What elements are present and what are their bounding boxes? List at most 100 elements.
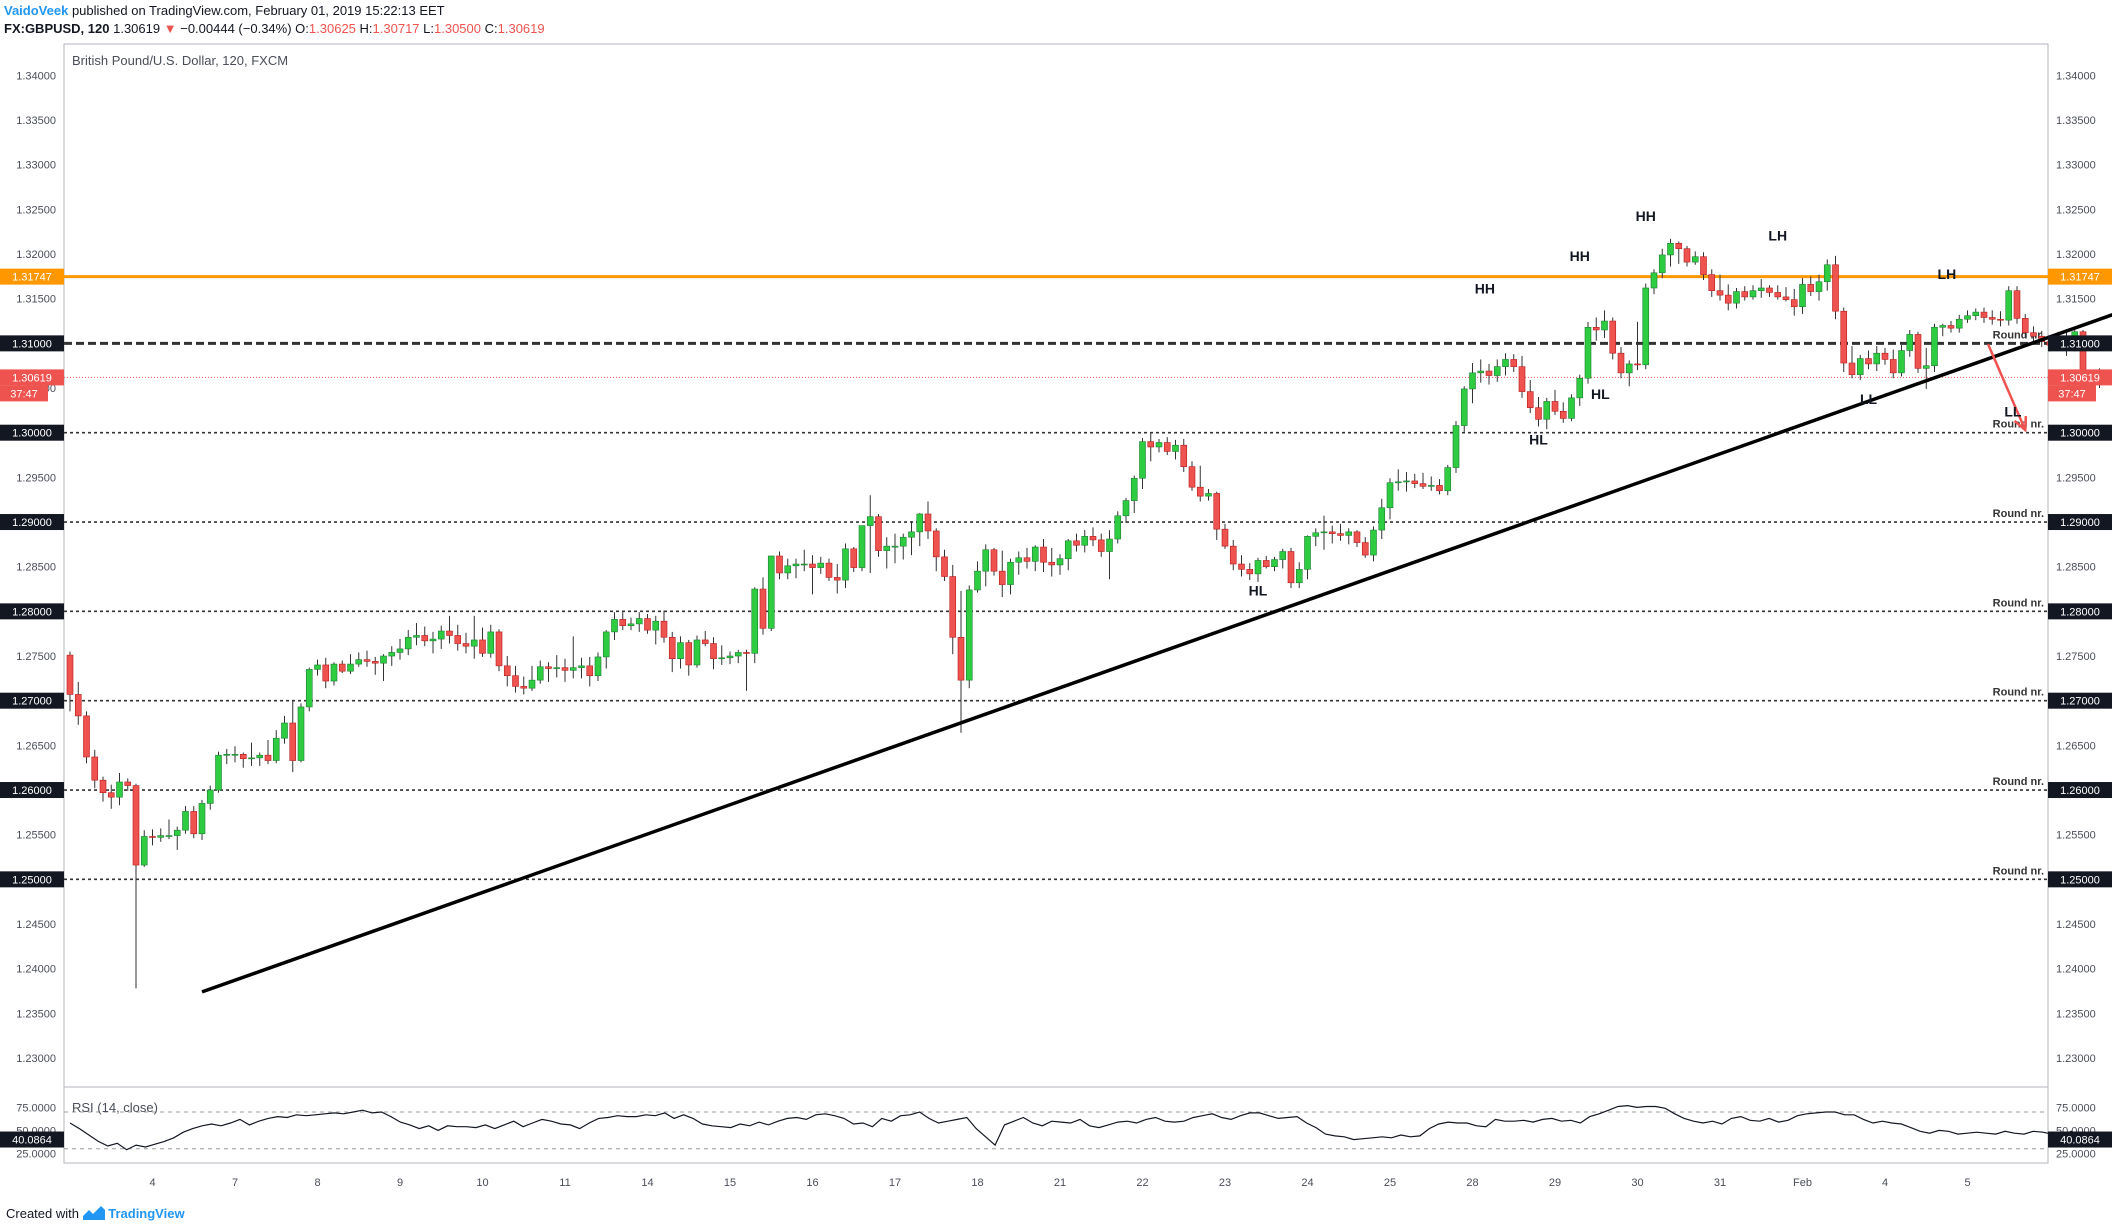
candle-body [685,642,693,666]
candle-body [751,588,759,654]
candle-body [289,722,297,761]
rsi-line [69,1104,2100,1151]
candle-body [825,562,833,578]
candle [1881,347,1889,365]
candle [363,650,371,667]
candle-body [1840,310,1848,364]
candle [1568,394,1575,422]
candle [891,533,899,564]
candle [965,585,973,689]
time-axis[interactable]: 4 7 8 9 10 11 14 15 16 17 18 21 22 23 24 25 28 29 30 31 Feb 4… [149,1177,1970,1189]
candle [842,543,849,589]
candle-body [800,563,808,566]
candle-body [1427,485,1435,487]
candle-body [718,657,726,660]
candle-body [1675,243,1683,249]
candle [512,665,519,693]
candle [297,703,305,763]
y-tick-left: 1.25500 [16,830,56,842]
candle [611,612,618,640]
candle [338,660,346,673]
candle [470,615,478,659]
x-tick: 10 [476,1177,488,1189]
candle [800,549,808,572]
candle [198,799,206,841]
author-link[interactable]: VaidoVeek [4,3,69,18]
candle-body [1460,388,1468,426]
price-tag-bg [2048,369,2112,386]
price-axis[interactable]: 1.34000 1.34000 1.33500 1.33500 1.33000 1.330… [0,70,2112,1065]
candle-body [1551,401,1559,412]
candle-body [1766,287,1773,293]
candle-body [421,635,429,642]
candle-body [1691,256,1699,263]
rsi-tag-text: 40.0864 [12,1135,52,1147]
candle-body [1023,557,1031,562]
candle-body [842,548,849,581]
publish-line: VaidoVeek published on TradingView.com, … [4,2,2104,20]
candle-body [1502,359,1509,367]
candle-body [157,835,165,838]
y-tick-left: 1.31500 [16,294,56,306]
candle [908,521,915,556]
swing-label: LH [1768,228,1787,244]
x-tick: 25 [1384,1177,1396,1189]
candle [429,631,437,654]
y-tick-left: 1.33000 [16,160,56,172]
candle [1477,359,1485,383]
y-tick-right: 1.27500 [2056,651,2096,663]
candle-body [1436,485,1443,492]
price-tag-left: 1.29000 [0,514,64,531]
open-value: 1.30625 [308,21,356,36]
candle [734,649,742,664]
candle-body [1081,536,1089,546]
candle-body [528,679,536,689]
candle [2013,286,2021,324]
candle [239,752,247,768]
candle-body [668,636,676,660]
candle-body [124,781,132,786]
candle [1097,533,1105,557]
candle-body [701,639,709,644]
candle [1667,238,1674,267]
price-tag-right: 1.29000 [2048,514,2112,531]
y-tick-right: 1.23500 [2056,1008,2096,1020]
candle-body [1716,290,1724,296]
candle-body [264,754,272,761]
y-tick-left: 1.29500 [16,472,56,484]
y-tick-right: 1.33000 [2056,160,2096,172]
candle-body [1114,515,1122,540]
candle-body [1972,311,1980,316]
candle-body [1304,536,1311,570]
price-tag-bg [0,268,64,285]
candle [784,558,792,580]
price-tag-right: 1.26000 [2048,782,2112,799]
candle [668,631,676,673]
candle-body [561,667,569,671]
candle-body [586,665,594,676]
horizontal-levels: Round nr. Round nr. Round nr. Round nr. Roun… [64,275,2048,881]
price-tag-left: 1.25000 [0,871,64,888]
candle [314,659,321,676]
candle-body [1246,569,1254,575]
candle-body [66,654,74,695]
candle-body [1213,493,1221,530]
candle-body [998,570,1006,585]
x-tick: 11 [559,1177,570,1189]
candle [850,547,858,573]
candle-body [982,549,990,572]
candle-body [1056,558,1064,566]
swing-label: HH [1570,248,1590,264]
candle [1782,287,1790,302]
candle [1403,472,1410,492]
tradingview-brand[interactable]: TradingView [108,1206,185,1221]
candle [932,528,940,572]
candle [1254,557,1262,582]
candle [693,635,701,668]
candle [1460,386,1468,432]
price-tag-left: 1.30000 [0,424,64,441]
chart-title: British Pound/U.S. Dollar, 120, FXCM [72,53,288,68]
x-tick: 4 [149,1177,155,1189]
swing-label: HL [1249,582,1268,598]
